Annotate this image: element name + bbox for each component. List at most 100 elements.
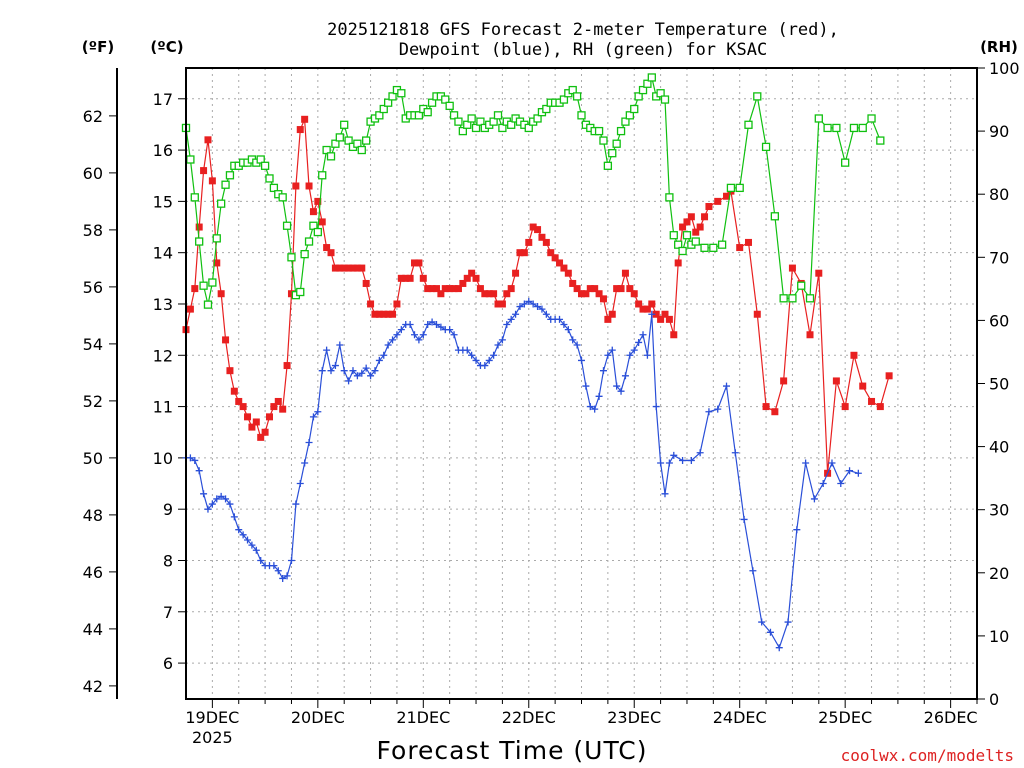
- temperature-point: [340, 264, 348, 272]
- dewpoint-point: [670, 451, 678, 459]
- temperature-point: [643, 305, 651, 313]
- temperature-point: [578, 290, 585, 298]
- temperature-point: [226, 367, 234, 375]
- rh-point: [797, 281, 806, 290]
- dewpoint-point: [362, 364, 370, 372]
- rh-point: [849, 123, 859, 133]
- temperature-point: [441, 285, 449, 293]
- temperature-point: [235, 397, 243, 405]
- dewpoint-point: [345, 377, 353, 385]
- temperature-point: [468, 269, 476, 277]
- rh-point: [186, 155, 195, 164]
- rh-point: [379, 104, 388, 114]
- temperature-point: [494, 300, 502, 308]
- temperature-point: [595, 290, 603, 298]
- temperature-point: [556, 259, 564, 267]
- rh-point: [383, 98, 393, 107]
- rh-point: [340, 120, 349, 129]
- temperature-point: [608, 310, 616, 318]
- dewpoint-point: [472, 356, 480, 364]
- dewpoint-point: [419, 331, 427, 339]
- rh-point: [260, 161, 270, 170]
- temperature-point: [287, 290, 295, 298]
- temperature-point: [393, 300, 401, 308]
- rh-tick-label: 90: [989, 122, 1009, 141]
- dewpoint-point: [384, 341, 392, 349]
- rh-point: [498, 123, 507, 133]
- dewpoint-point: [428, 318, 436, 326]
- temperature-point: [270, 403, 278, 411]
- temperature-point: [283, 362, 291, 370]
- rh-point: [296, 287, 305, 297]
- rh-point: [599, 136, 608, 145]
- fahrenheit-tick-label: 48: [83, 506, 103, 525]
- temperature-point: [569, 279, 577, 287]
- rh-tick-label: 0: [989, 690, 999, 709]
- temperature-point: [591, 285, 599, 293]
- dewpoint-point: [604, 351, 612, 359]
- temperature-point: [301, 115, 309, 123]
- rh-axis-label: (RH): [980, 38, 1018, 56]
- rh-point: [643, 79, 652, 88]
- rh-point: [805, 294, 815, 303]
- temperature-point: [639, 305, 647, 313]
- rh-point: [353, 139, 362, 148]
- temperature-point: [683, 218, 691, 226]
- fahrenheit-tick-label: 56: [83, 278, 103, 297]
- dewpoint-point: [608, 346, 616, 354]
- rh-point: [331, 139, 340, 148]
- rh-point: [735, 183, 744, 193]
- rh-point: [744, 120, 753, 129]
- dewpoint-point: [714, 405, 722, 413]
- temperature-point: [788, 264, 796, 272]
- dewpoint-point: [380, 351, 388, 359]
- dewpoint-point: [828, 459, 836, 467]
- rh-point: [423, 108, 432, 117]
- temperature-point: [744, 238, 752, 246]
- dewpoint-point: [854, 469, 862, 477]
- temperature-point: [692, 228, 700, 236]
- dewpoint-point: [525, 297, 533, 305]
- dewpoint-point: [389, 336, 397, 344]
- dewpoint-point: [340, 367, 348, 375]
- temperature-point: [296, 126, 304, 134]
- x-tick-label: 21DEC: [396, 708, 450, 727]
- temperature-point: [362, 279, 370, 287]
- rh-point: [533, 114, 542, 123]
- rh-point: [682, 231, 692, 240]
- temperature-point: [375, 310, 383, 318]
- temperature-point: [331, 264, 339, 272]
- rh-point: [559, 95, 569, 104]
- celsius-tick-label: 14: [153, 244, 173, 263]
- dewpoint-point: [775, 644, 783, 652]
- fahrenheit-tick-label: 58: [83, 221, 103, 240]
- fahrenheit-tick-label: 46: [83, 563, 103, 582]
- dewpoint-point: [195, 467, 203, 475]
- rh-point: [449, 111, 459, 120]
- rh-point: [621, 117, 630, 126]
- celsius-tick-label: 10: [153, 449, 173, 468]
- temperature-point: [345, 264, 353, 272]
- celsius-tick-label: 16: [153, 141, 173, 160]
- dewpoint-point: [507, 315, 515, 323]
- temperature-point: [402, 274, 410, 282]
- dewpoint-point: [226, 500, 234, 508]
- celsius-tick-label: 15: [153, 192, 173, 211]
- dewpoint-point: [327, 367, 335, 375]
- x-tick-label: 24DEC: [713, 708, 767, 727]
- temperature-point: [204, 136, 212, 144]
- dewpoint-point: [186, 454, 194, 462]
- temperature-point: [564, 269, 572, 277]
- dewpoint-point: [279, 574, 287, 582]
- temperature-point: [195, 223, 203, 231]
- temperature-point: [476, 285, 484, 293]
- temperature-point: [520, 249, 528, 257]
- temperature-point: [529, 223, 537, 231]
- rh-point: [208, 278, 217, 287]
- rh-point: [217, 199, 226, 208]
- temperature-point: [450, 285, 458, 293]
- dewpoint-point: [274, 567, 282, 575]
- temperature-point: [454, 285, 462, 293]
- temperature-point: [626, 285, 634, 293]
- temperature-point: [868, 397, 876, 405]
